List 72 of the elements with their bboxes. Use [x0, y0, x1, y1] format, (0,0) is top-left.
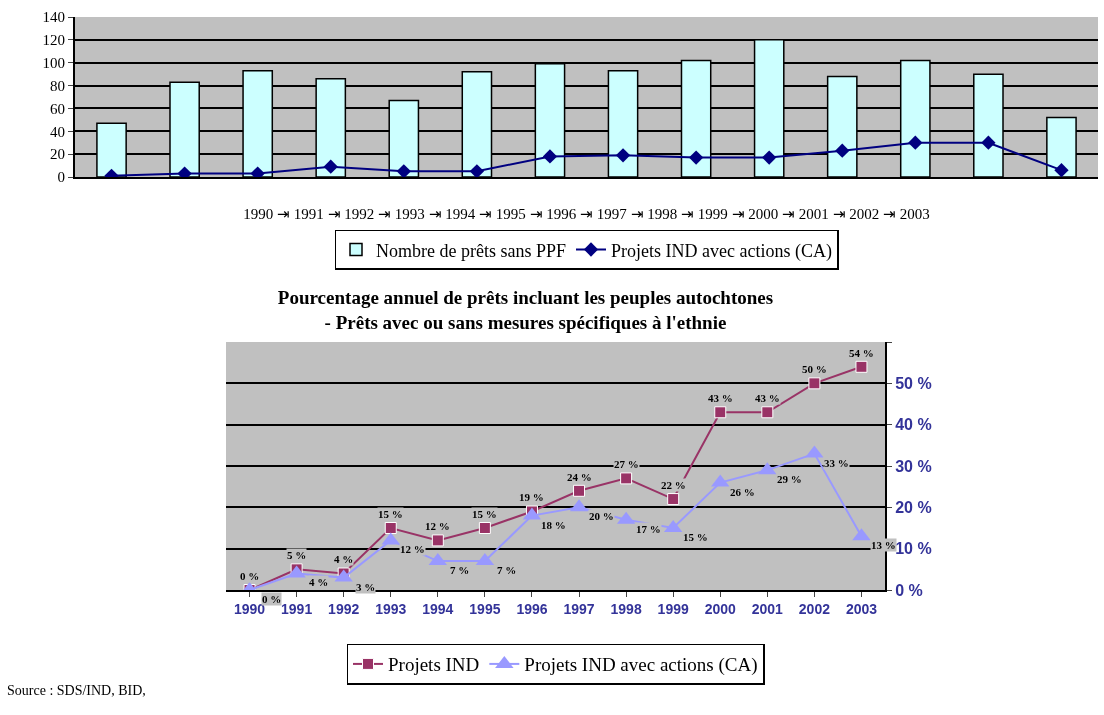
x-tick-label: 1993 [375, 600, 407, 617]
y-tick-label: 50 % [895, 374, 932, 392]
x-tick-label: 1997 [563, 600, 595, 617]
y-tick-label: 0 % [895, 581, 923, 599]
x-tick-label: 2002 [798, 600, 831, 617]
point [384, 522, 397, 534]
data-label: 4 % [334, 553, 354, 565]
x-tick-label: 1994 [422, 600, 454, 617]
data-label: 43 % [708, 392, 733, 404]
x-tick-label: 1995 [469, 600, 501, 617]
data-label: 4 % [309, 576, 329, 588]
data-label: 0 % [240, 570, 260, 582]
x-tick-label: 1998 [610, 600, 642, 617]
y-tick-label: 40 % [895, 416, 932, 434]
data-label: 13 % [871, 539, 896, 551]
y-tick-label: 80 [50, 77, 65, 94]
point [855, 360, 868, 373]
data-label: 0 % [262, 593, 282, 605]
data-label: 43 % [755, 392, 780, 404]
data-label: 20 % [589, 510, 614, 522]
data-label: 7 % [450, 564, 470, 576]
y-tick-label: 0 [57, 169, 65, 186]
point [761, 406, 774, 419]
data-label: 54 % [849, 347, 874, 359]
data-label: 12 % [425, 520, 450, 532]
data-label: 12 % [400, 543, 425, 555]
point [620, 472, 633, 485]
point [431, 534, 444, 547]
y-tick-label: 100 [42, 54, 65, 71]
legend-label: Nombre de prêts sans PPF [376, 240, 566, 261]
point [667, 493, 680, 506]
x-tick-label: 2000 [704, 600, 737, 617]
source-note: Source : SDS/IND, BID, [7, 683, 146, 698]
y-tick-label: 20 [50, 146, 65, 163]
data-label: 27 % [614, 458, 639, 470]
y-tick-label: 60 [50, 100, 65, 117]
data-label: 24 % [567, 471, 592, 483]
point [478, 522, 491, 534]
x-tick-label: 1991 [281, 600, 313, 617]
x-tick-label: 1992 [328, 600, 360, 617]
y-tick-label: 30 % [895, 457, 932, 475]
y-tick-label: 140 [42, 9, 65, 26]
data-label: 33 % [824, 457, 849, 469]
data-label: 26 % [730, 486, 755, 498]
data-label: 15 % [472, 508, 497, 520]
chart-title: Pourcentage annuel de prêts incluant les peuples autochtones - Prêts avec ou sans mesures spécifiques à l'ethnie [277, 286, 774, 333]
data-label: 19 % [519, 491, 544, 503]
legend-label: Projets IND avec actions (CA) [524, 654, 758, 677]
x-tick-label: 1999 [657, 600, 689, 617]
x-axis-title: 1990 ⇥ 1991 ⇥ 1992 ⇥ 1993 ⇥ 1994 ⇥ 1995 ⇥ 1996 ⇥ 1997 ⇥ 1998 ⇥ 1999 ⇥ 2000 ⇥ 2001 ⇥ 2002 ⇥ 2003 [243, 205, 930, 222]
data-label: 5 % [287, 549, 307, 561]
data-label: 17 % [636, 523, 661, 535]
point [714, 406, 727, 419]
data-label: 29 % [777, 473, 802, 485]
x-tick-label: 2001 [751, 600, 784, 617]
y-tick-label: 20 % [895, 498, 932, 516]
data-label: 18 % [541, 519, 566, 531]
y-tick-label: 40 [50, 123, 65, 140]
point [573, 484, 586, 497]
x-tick-label: 2003 [845, 600, 878, 617]
data-label: 7 % [497, 564, 517, 576]
data-label: 50 % [802, 363, 827, 375]
data-label: 3 % [356, 581, 376, 593]
point [808, 377, 821, 390]
x-tick-label: 1996 [516, 600, 548, 617]
y-tick-label: 120 [42, 32, 65, 49]
legend-label: Projets IND avec actions (CA) [611, 240, 832, 262]
data-label: 22 % [661, 479, 686, 491]
data-label: 15 % [378, 508, 403, 520]
legend-label: Projets IND [388, 654, 480, 676]
y-tick-label: 10 % [895, 540, 932, 558]
data-label: 15 % [683, 531, 708, 543]
